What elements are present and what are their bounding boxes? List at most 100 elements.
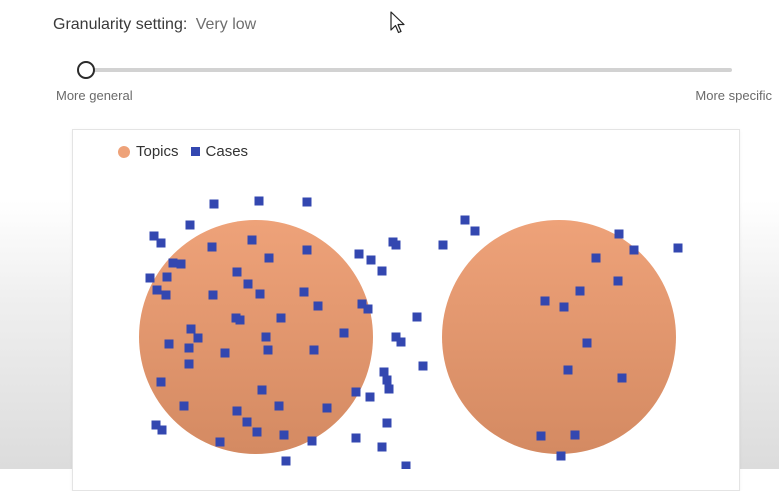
case-point-62[interactable] [418, 361, 428, 371]
case-point-12[interactable] [264, 253, 274, 263]
case-point-74[interactable] [629, 245, 639, 255]
case-point-14[interactable] [145, 273, 155, 283]
case-point-66[interactable] [384, 384, 394, 394]
case-point-33[interactable] [220, 348, 230, 358]
case-point-4[interactable] [185, 220, 195, 230]
case-point-45[interactable] [252, 427, 262, 437]
case-point-30[interactable] [164, 339, 174, 349]
case-point-34[interactable] [309, 345, 319, 355]
case-point-71[interactable] [470, 226, 480, 236]
case-point-36[interactable] [156, 377, 166, 387]
case-point-65[interactable] [365, 392, 375, 402]
case-point-21[interactable] [299, 287, 309, 297]
case-point-15[interactable] [162, 272, 172, 282]
case-point-47[interactable] [215, 437, 225, 447]
case-point-69[interactable] [401, 461, 411, 470]
case-point-82[interactable] [563, 365, 573, 375]
case-point-19[interactable] [208, 290, 218, 300]
topics-cases-scatter-plot [139, 196, 683, 470]
case-point-46[interactable] [279, 430, 289, 440]
case-point-2[interactable] [254, 196, 264, 206]
case-point-80[interactable] [559, 302, 569, 312]
chart-legend: Topics Cases [118, 143, 260, 160]
case-point-41[interactable] [322, 403, 332, 413]
case-point-1[interactable] [209, 199, 219, 209]
case-point-29[interactable] [339, 328, 349, 338]
case-point-13[interactable] [232, 267, 242, 277]
case-point-64[interactable] [382, 375, 392, 385]
case-point-56[interactable] [391, 240, 401, 250]
granularity-value: Very low [195, 16, 257, 33]
case-point-35[interactable] [184, 359, 194, 369]
case-point-86[interactable] [556, 451, 566, 461]
case-point-84[interactable] [536, 431, 546, 441]
slider-min-label: More general [56, 88, 133, 103]
case-point-39[interactable] [232, 406, 242, 416]
case-point-7[interactable] [207, 242, 217, 252]
case-point-32[interactable] [263, 345, 273, 355]
mouse-pointer-icon [390, 11, 405, 34]
case-point-85[interactable] [570, 430, 580, 440]
case-point-53[interactable] [366, 255, 376, 265]
case-point-61[interactable] [396, 337, 406, 347]
case-point-51[interactable] [281, 456, 291, 466]
case-point-27[interactable] [193, 333, 203, 343]
case-point-49[interactable] [351, 387, 361, 397]
granularity-slider-track[interactable] [86, 68, 732, 72]
case-point-48[interactable] [307, 436, 317, 446]
case-point-75[interactable] [673, 243, 683, 253]
case-point-24[interactable] [235, 315, 245, 325]
case-point-50[interactable] [351, 433, 361, 443]
topics-legend-label: Topics [136, 143, 179, 160]
case-point-28[interactable] [261, 332, 271, 342]
case-point-83[interactable] [617, 373, 627, 383]
case-point-25[interactable] [276, 313, 286, 323]
case-point-78[interactable] [575, 286, 585, 296]
case-point-70[interactable] [460, 215, 470, 225]
legend-item-cases[interactable]: Cases [190, 143, 249, 160]
topics-legend-marker [118, 145, 130, 158]
case-point-63[interactable] [379, 367, 389, 377]
case-point-11[interactable] [176, 259, 186, 269]
case-point-79[interactable] [540, 296, 550, 306]
case-point-26[interactable] [186, 324, 196, 334]
case-point-22[interactable] [313, 301, 323, 311]
legend-item-topics[interactable]: Topics [118, 143, 179, 160]
case-point-76[interactable] [591, 253, 601, 263]
granularity-label: Granularity setting: [53, 16, 188, 33]
case-point-57[interactable] [357, 299, 367, 309]
case-point-52[interactable] [354, 249, 364, 259]
case-point-81[interactable] [582, 338, 592, 348]
case-point-6[interactable] [156, 238, 166, 248]
case-point-9[interactable] [302, 245, 312, 255]
cases-legend-label: Cases [205, 143, 249, 160]
case-point-18[interactable] [161, 290, 171, 300]
case-point-54[interactable] [377, 266, 387, 276]
topic-bubble-2[interactable] [442, 220, 676, 454]
case-point-58[interactable] [363, 304, 373, 314]
case-point-16[interactable] [243, 279, 253, 289]
case-point-10[interactable] [168, 258, 178, 268]
case-point-5[interactable] [149, 231, 159, 241]
case-point-40[interactable] [274, 401, 284, 411]
case-point-68[interactable] [377, 442, 387, 452]
case-point-38[interactable] [179, 401, 189, 411]
slider-max-label: More specific [695, 88, 772, 103]
case-point-77[interactable] [613, 276, 623, 286]
case-point-43[interactable] [151, 420, 161, 430]
case-point-20[interactable] [255, 289, 265, 299]
case-point-37[interactable] [257, 385, 267, 395]
case-point-8[interactable] [247, 235, 257, 245]
case-point-42[interactable] [242, 417, 252, 427]
case-point-67[interactable] [382, 418, 392, 428]
case-point-17[interactable] [152, 285, 162, 295]
granularity-slider-thumb[interactable] [77, 61, 95, 79]
case-point-73[interactable] [614, 229, 624, 239]
case-point-72[interactable] [438, 240, 448, 250]
topic-bubble-1[interactable] [139, 220, 373, 454]
case-point-3[interactable] [302, 197, 312, 207]
case-point-44[interactable] [157, 425, 167, 435]
case-point-60[interactable] [391, 332, 401, 342]
case-point-59[interactable] [412, 312, 422, 322]
case-point-31[interactable] [184, 343, 194, 353]
